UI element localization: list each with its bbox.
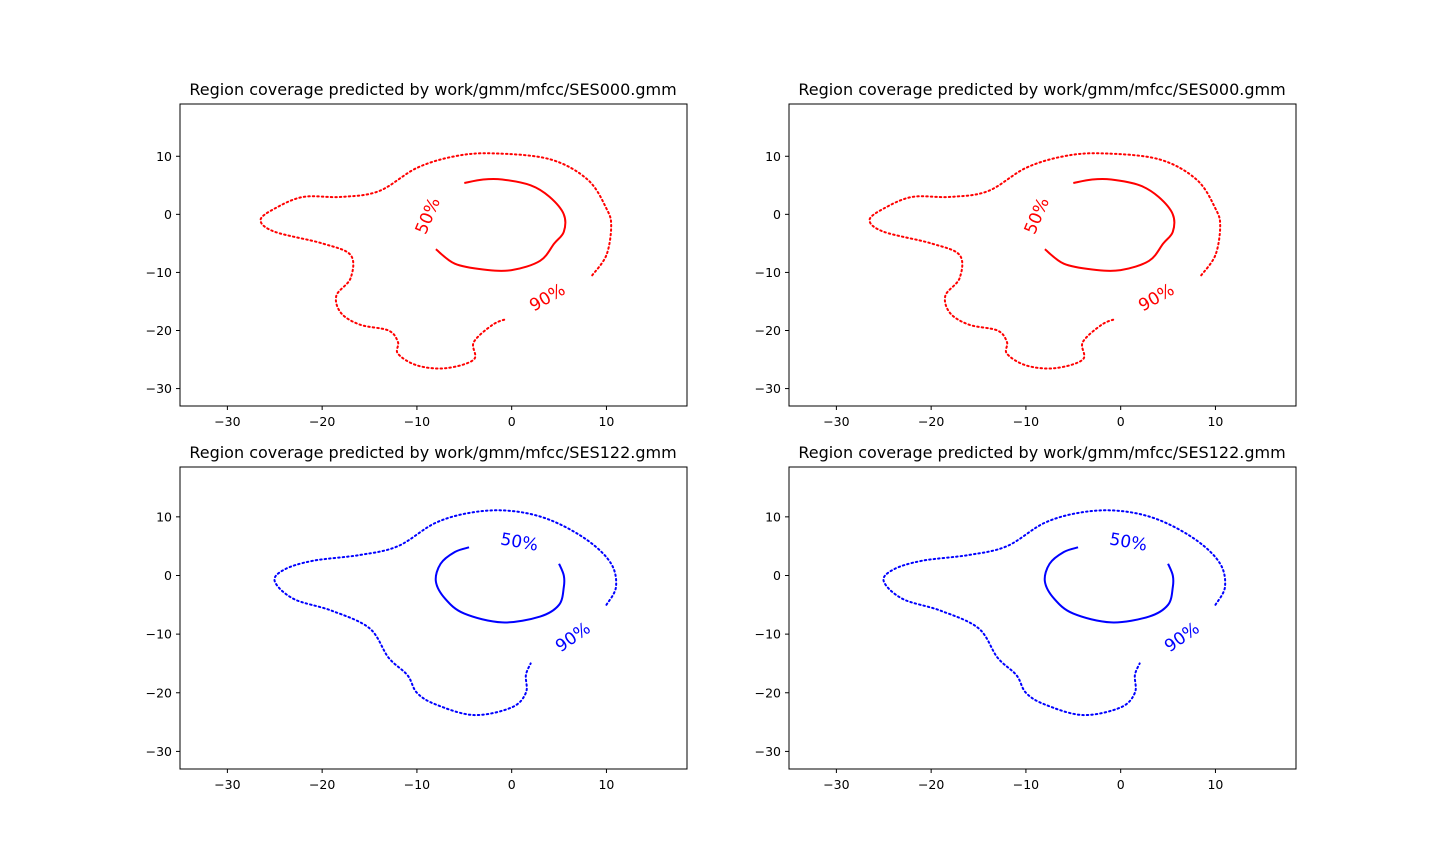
x-tick-label: −10: [404, 777, 430, 792]
y-tick-label: −30: [146, 381, 172, 396]
y-tick-label: 10: [156, 509, 172, 524]
x-tick-label: −30: [214, 777, 240, 792]
y-tick-label: −20: [755, 323, 781, 338]
subplot-bottom-right: Region coverage predicted by work/gmm/mf…: [755, 443, 1297, 792]
x-tick-label: 10: [1207, 414, 1223, 429]
x-tick-label: 10: [598, 777, 614, 792]
x-tick-label: 0: [508, 414, 516, 429]
contour-50-line: [435, 177, 567, 272]
y-tick-label: −10: [146, 627, 172, 642]
y-tick-label: −10: [755, 265, 781, 280]
contour-90-line: [273, 509, 618, 717]
x-tick-label: −10: [1013, 414, 1039, 429]
contour-50-line: [1043, 546, 1175, 624]
subplot-bottom-left: Region coverage predicted by work/gmm/mf…: [146, 443, 688, 792]
y-tick-label: −30: [755, 744, 781, 759]
y-tick-label: −30: [755, 381, 781, 396]
y-tick-label: 10: [765, 509, 781, 524]
subplot-title: Region coverage predicted by work/gmm/mf…: [189, 443, 676, 462]
y-tick-label: 10: [156, 149, 172, 164]
y-tick-label: −20: [146, 685, 172, 700]
axes-frame: [788, 103, 1297, 407]
x-tick-label: −30: [823, 777, 849, 792]
subplot-title: Region coverage predicted by work/gmm/mf…: [189, 80, 676, 99]
y-tick-label: −10: [146, 265, 172, 280]
y-tick-label: −20: [146, 323, 172, 338]
x-tick-label: −10: [404, 414, 430, 429]
x-tick-label: −30: [823, 414, 849, 429]
x-tick-label: 0: [1117, 414, 1125, 429]
subplot-title: Region coverage predicted by work/gmm/mf…: [798, 443, 1285, 462]
x-tick-label: −30: [214, 414, 240, 429]
contour-50-line: [434, 546, 566, 624]
subplot-top-right: Region coverage predicted by work/gmm/mf…: [755, 80, 1297, 429]
x-tick-label: −20: [309, 777, 335, 792]
y-tick-label: −20: [755, 685, 781, 700]
axes-frame: [179, 103, 688, 407]
y-tick-label: −30: [146, 744, 172, 759]
x-tick-label: −10: [1013, 777, 1039, 792]
y-tick-label: 0: [164, 207, 172, 222]
x-tick-label: 0: [1117, 777, 1125, 792]
x-tick-label: −20: [309, 414, 335, 429]
axes-frame: [179, 466, 688, 770]
x-tick-label: −20: [918, 414, 944, 429]
x-tick-label: 10: [1207, 777, 1223, 792]
y-tick-label: 0: [773, 207, 781, 222]
contour-90-line: [868, 152, 1222, 370]
x-tick-label: 10: [598, 414, 614, 429]
subplot-title: Region coverage predicted by work/gmm/mf…: [798, 80, 1285, 99]
x-tick-label: 0: [508, 777, 516, 792]
x-tick-label: −20: [918, 777, 944, 792]
y-tick-label: 10: [765, 149, 781, 164]
contour-50-line: [1044, 177, 1176, 272]
y-tick-label: 0: [773, 568, 781, 583]
axes-frame: [788, 466, 1297, 770]
contour-90-line: [882, 509, 1227, 717]
y-tick-label: −10: [755, 627, 781, 642]
y-tick-label: 0: [164, 568, 172, 583]
contour-90-line: [259, 152, 613, 370]
